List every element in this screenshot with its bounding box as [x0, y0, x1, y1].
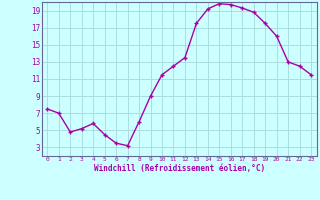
X-axis label: Windchill (Refroidissement éolien,°C): Windchill (Refroidissement éolien,°C) — [94, 164, 265, 173]
